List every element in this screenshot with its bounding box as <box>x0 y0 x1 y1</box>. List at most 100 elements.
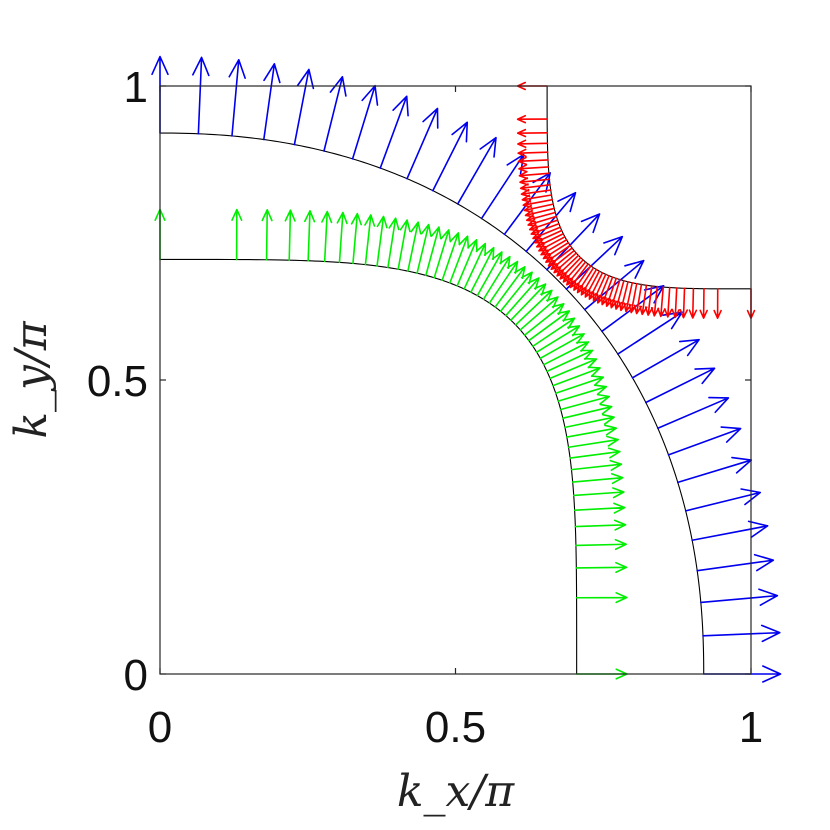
arrow <box>519 177 551 186</box>
arrow <box>532 317 576 348</box>
y-tick-label: 0.5 <box>87 357 148 406</box>
arrow <box>700 588 779 606</box>
arrow <box>406 107 439 180</box>
arrow <box>657 286 666 318</box>
arrow <box>573 502 626 514</box>
arrow <box>552 366 601 387</box>
arrow <box>456 136 497 205</box>
arrow <box>567 435 619 449</box>
arrow <box>644 285 654 316</box>
arrow <box>228 58 246 137</box>
arrow <box>441 232 461 282</box>
arrow <box>516 128 549 138</box>
arrow <box>192 56 210 135</box>
arrow <box>379 95 409 169</box>
arrow <box>523 303 565 336</box>
arrow <box>350 212 362 265</box>
x-tick-label: 1 <box>739 703 763 752</box>
arrow <box>321 210 333 263</box>
arrow <box>566 424 618 438</box>
arrow <box>476 251 503 297</box>
arrow <box>575 592 628 604</box>
arrow <box>463 242 487 290</box>
inner-arrow-series <box>154 208 628 680</box>
arrow <box>449 235 470 284</box>
arrow <box>696 553 775 572</box>
arrow <box>407 221 422 272</box>
arrow <box>364 214 376 266</box>
arrow <box>519 296 559 331</box>
arrow <box>688 287 698 319</box>
arrow <box>263 63 281 141</box>
arrow <box>546 349 594 373</box>
arrow <box>323 75 347 152</box>
corner-arrow-series <box>516 81 756 320</box>
arrow <box>514 289 553 326</box>
arrow <box>575 561 628 574</box>
x-tick-label: 0 <box>148 703 172 752</box>
arrow <box>433 229 452 279</box>
arrow <box>671 287 680 319</box>
arrow <box>699 287 708 319</box>
arrow <box>702 624 781 643</box>
arrow <box>570 459 623 471</box>
plot-background <box>160 86 751 674</box>
arrow <box>293 68 315 146</box>
arrow <box>528 310 571 342</box>
arrow <box>562 403 613 420</box>
arrow <box>542 341 590 366</box>
arrow <box>557 384 608 402</box>
arrow <box>284 209 296 261</box>
arrow <box>482 255 511 301</box>
arrow <box>470 246 495 294</box>
arrow <box>667 426 742 456</box>
arrow <box>432 121 469 192</box>
arrow <box>713 288 722 320</box>
x-tick-label: 0.5 <box>425 703 486 752</box>
arrow <box>549 357 598 380</box>
arrow <box>691 520 769 542</box>
arrow <box>639 284 648 316</box>
arrow <box>517 156 549 166</box>
arrow <box>684 488 762 512</box>
arrow <box>518 170 550 180</box>
arrow <box>645 367 716 404</box>
arrow <box>416 223 432 274</box>
arrow <box>304 210 316 262</box>
arrow <box>516 114 548 124</box>
arrow <box>633 283 643 315</box>
arrow <box>559 393 610 411</box>
axis-ticks <box>159 85 752 675</box>
outer-contour <box>160 132 705 674</box>
arrow <box>505 277 540 317</box>
arrow <box>387 217 400 269</box>
arrow <box>488 260 519 304</box>
arrow <box>571 473 624 485</box>
y-tick-label: 0 <box>124 651 148 700</box>
arrow <box>564 413 615 429</box>
arrow <box>261 209 273 261</box>
arrow <box>499 271 533 313</box>
arrow <box>575 538 627 551</box>
arrow <box>574 519 627 531</box>
arrow <box>397 219 411 271</box>
y-axis-label: k_y/π <box>6 320 57 438</box>
arrow <box>535 325 581 353</box>
arrow <box>650 285 660 317</box>
arrow <box>539 333 585 360</box>
arrow <box>664 286 673 318</box>
inner-contour <box>160 258 578 674</box>
x-axis-label: k_x/π <box>397 766 515 817</box>
arrow <box>510 283 547 321</box>
arrow <box>519 183 551 192</box>
fermi-surface-contours <box>160 86 751 674</box>
y-tick-label: 1 <box>124 63 148 112</box>
arrow <box>569 447 621 459</box>
arrow <box>231 208 243 261</box>
arrow <box>376 215 388 267</box>
corner-contour <box>546 86 751 290</box>
arrow <box>679 287 689 319</box>
arrow <box>518 164 550 173</box>
arrow <box>517 148 549 158</box>
